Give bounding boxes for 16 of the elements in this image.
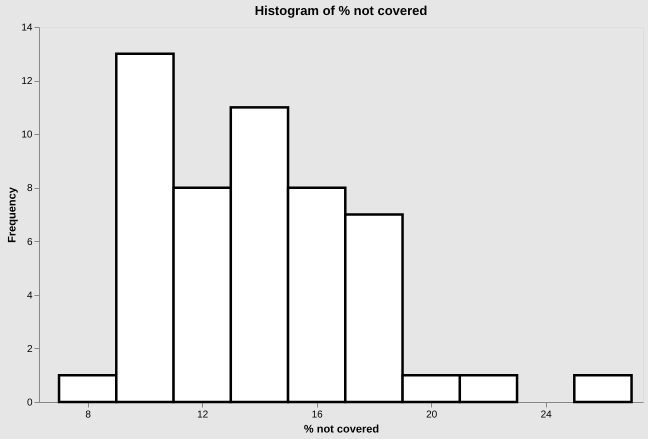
y-tick-label: 10 xyxy=(21,130,33,141)
y-tick-label: 2 xyxy=(26,344,33,355)
x-tick-label: 20 xyxy=(426,410,438,420)
chart-title: Histogram of % not covered xyxy=(254,3,428,18)
x-tick-label: 24 xyxy=(540,410,552,420)
x-tick-label: 16 xyxy=(312,410,324,420)
y-tick-label: 0 xyxy=(26,398,33,408)
x-tick-label: 8 xyxy=(85,410,92,420)
y-tick-label: 14 xyxy=(21,22,33,34)
x-axis-title: % not covered xyxy=(304,424,380,436)
y-tick-label: 12 xyxy=(21,76,33,88)
y-tick-label: 4 xyxy=(26,290,33,302)
y-tick-label: 6 xyxy=(26,236,33,248)
y-axis-title: Frequency xyxy=(6,186,18,243)
x-tick-label: 12 xyxy=(197,410,209,420)
y-tick-label: 8 xyxy=(26,183,33,194)
